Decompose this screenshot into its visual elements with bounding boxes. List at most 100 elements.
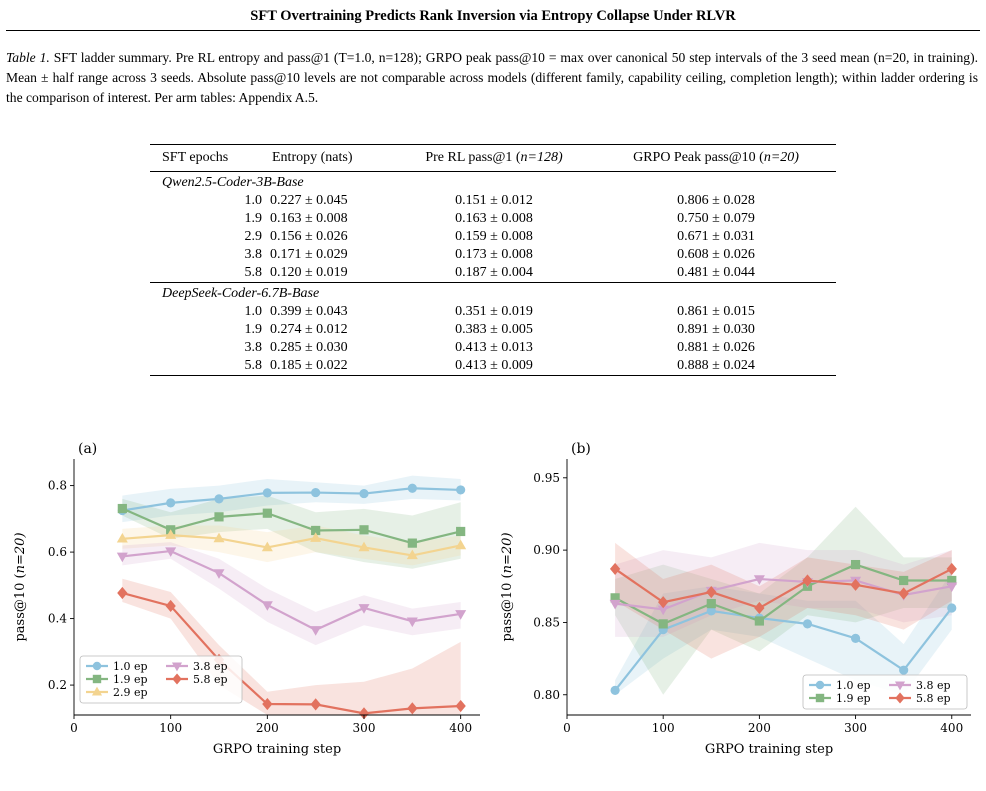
legend-box — [79, 655, 243, 704]
data-point — [359, 488, 369, 499]
data-point — [754, 601, 765, 615]
data-point — [658, 596, 669, 609]
data-point — [261, 601, 273, 611]
col-header-epochs: SFT epochs — [162, 150, 229, 165]
table-cell-epochs: 3.8 — [244, 340, 263, 355]
table-row: 1.0 0.227 ± 0.045 0.151 ± 0.012 0.806 ± 0.0… — [150, 192, 836, 210]
data-point — [609, 599, 621, 610]
x-tick-label: 300 — [844, 721, 867, 735]
series-line — [614, 567, 953, 610]
data-point — [117, 503, 127, 514]
table-cell-pass1: 0.151 ± 0.012 — [455, 193, 533, 208]
table-cell-peak10: 0.891 ± 0.030 — [677, 322, 755, 337]
table-row: 1.9 0.163 ± 0.008 0.163 ± 0.008 0.750 ± 0.0… — [150, 210, 836, 228]
data-point — [310, 626, 322, 636]
x-tick-label: 0 — [70, 721, 78, 735]
data-point — [456, 526, 466, 537]
table-cell-peak10: 0.861 ± 0.015 — [677, 304, 755, 319]
col-header-pass1: Pre RL pass@1 (n=128) — [425, 150, 563, 165]
x-tick-label: 100 — [159, 721, 182, 735]
data-point — [165, 547, 177, 557]
data-point — [706, 585, 717, 599]
table-cell-epochs: 3.8 — [244, 247, 263, 262]
table-cell-epochs: 1.9 — [244, 322, 263, 337]
data-point — [610, 685, 620, 696]
data-point — [802, 574, 813, 587]
x-tick-label: 200 — [256, 721, 279, 735]
y-tick-label: 0.90 — [533, 543, 560, 557]
table-cell-entropy: 0.156 ± 0.026 — [270, 229, 348, 244]
table-cell-epochs: 1.0 — [244, 304, 263, 319]
table-cell-pass1: 0.413 ± 0.009 — [455, 358, 533, 373]
legend-swatch-marker — [91, 686, 103, 696]
table-cell-peak10: 0.671 ± 0.031 — [677, 229, 755, 244]
y-axis-label-main: pass@10 ( — [13, 573, 28, 641]
table-row: 1.0 0.399 ± 0.043 0.351 ± 0.019 0.861 ± 0.0… — [150, 303, 836, 321]
data-point — [213, 532, 225, 543]
data-point — [407, 483, 417, 493]
y-tick-label: 0.2 — [48, 678, 67, 692]
col-header-peak10: GRPO Peak pass@10 (n=20) — [633, 150, 799, 165]
col-header-entropy: Entropy (nats) — [272, 150, 353, 165]
y-tick-label: 0.85 — [533, 615, 560, 629]
legend-entry-label: 1.9 ep — [836, 692, 871, 705]
table-cell-epochs: 2.9 — [244, 229, 263, 244]
y-axis-label: pass@10 (n=20) — [13, 532, 28, 641]
y-tick-label: 0.4 — [48, 612, 67, 626]
data-point — [946, 562, 957, 576]
y-tick-label: 0.80 — [533, 688, 560, 702]
x-axis-label: GRPO training step — [705, 742, 833, 757]
data-point — [116, 532, 128, 543]
x-tick-label: 400 — [449, 721, 472, 735]
series-band — [122, 578, 461, 715]
series-line — [122, 534, 461, 557]
table-cell-entropy: 0.274 ± 0.012 — [270, 322, 348, 337]
title-rule — [6, 30, 980, 31]
legend: 1.0 ep1.9 ep 3.8 ep5.8 ep — [802, 674, 968, 710]
table-cell-entropy: 0.227 ± 0.045 — [270, 193, 348, 208]
table-cell-pass1: 0.159 ± 0.008 — [455, 229, 533, 244]
legend-swatch-marker — [894, 681, 906, 691]
data-point — [455, 699, 466, 713]
x-tick-label: 400 — [940, 721, 963, 735]
table-cell-entropy: 0.163 ± 0.008 — [270, 211, 348, 226]
data-point — [311, 487, 321, 498]
table-cell-epochs: 5.8 — [244, 358, 263, 373]
table-group-rule — [150, 282, 836, 283]
data-point — [850, 578, 861, 591]
legend-swatch-marker — [172, 673, 182, 685]
data-point — [898, 587, 909, 600]
data-point — [261, 541, 273, 552]
table-cell-peak10: 0.608 ± 0.026 — [677, 247, 755, 262]
legend-entry-label: 1.0 ep — [113, 660, 148, 673]
data-point — [165, 599, 176, 613]
series-band — [615, 542, 952, 637]
legend-entry-label: 2.9 ep — [113, 686, 148, 699]
data-point — [706, 599, 716, 609]
legend-swatch-marker — [895, 692, 905, 704]
data-point — [262, 508, 272, 518]
table-header-row: SFT epochs Entropy (nats) Pre RL pass@1 … — [150, 145, 836, 171]
y-axis-label-main: pass@10 ( — [500, 573, 515, 641]
legend-entry-label: 1.0 ep — [836, 679, 871, 692]
data-point — [165, 529, 177, 539]
chart-panel-a: (a) 0 100 200 300 400 0.2 0.4 0.6 0.8 GRPO trainin… — [13, 441, 480, 757]
x-tick-label: 100 — [652, 721, 675, 735]
data-point — [406, 549, 418, 560]
table-cell-pass1: 0.163 ± 0.008 — [455, 211, 533, 226]
series-line — [121, 507, 461, 545]
data-point — [214, 494, 224, 504]
table-cell-entropy: 0.120 ± 0.019 — [270, 265, 348, 280]
y-tick-label: 0.95 — [533, 471, 560, 485]
data-point — [850, 559, 861, 570]
data-point — [455, 610, 467, 620]
data-point — [609, 562, 621, 576]
series-band — [615, 542, 952, 659]
table-cell-entropy: 0.171 ± 0.029 — [270, 247, 348, 262]
series-line — [122, 487, 461, 512]
table-cell-peak10: 0.481 ± 0.044 — [677, 265, 755, 280]
table-row: 3.8 0.171 ± 0.029 0.173 ± 0.008 0.608 ± 0.0… — [150, 246, 836, 264]
table-cell-epochs: 1.9 — [244, 211, 263, 226]
series-line — [614, 563, 952, 626]
series-band — [122, 525, 461, 566]
